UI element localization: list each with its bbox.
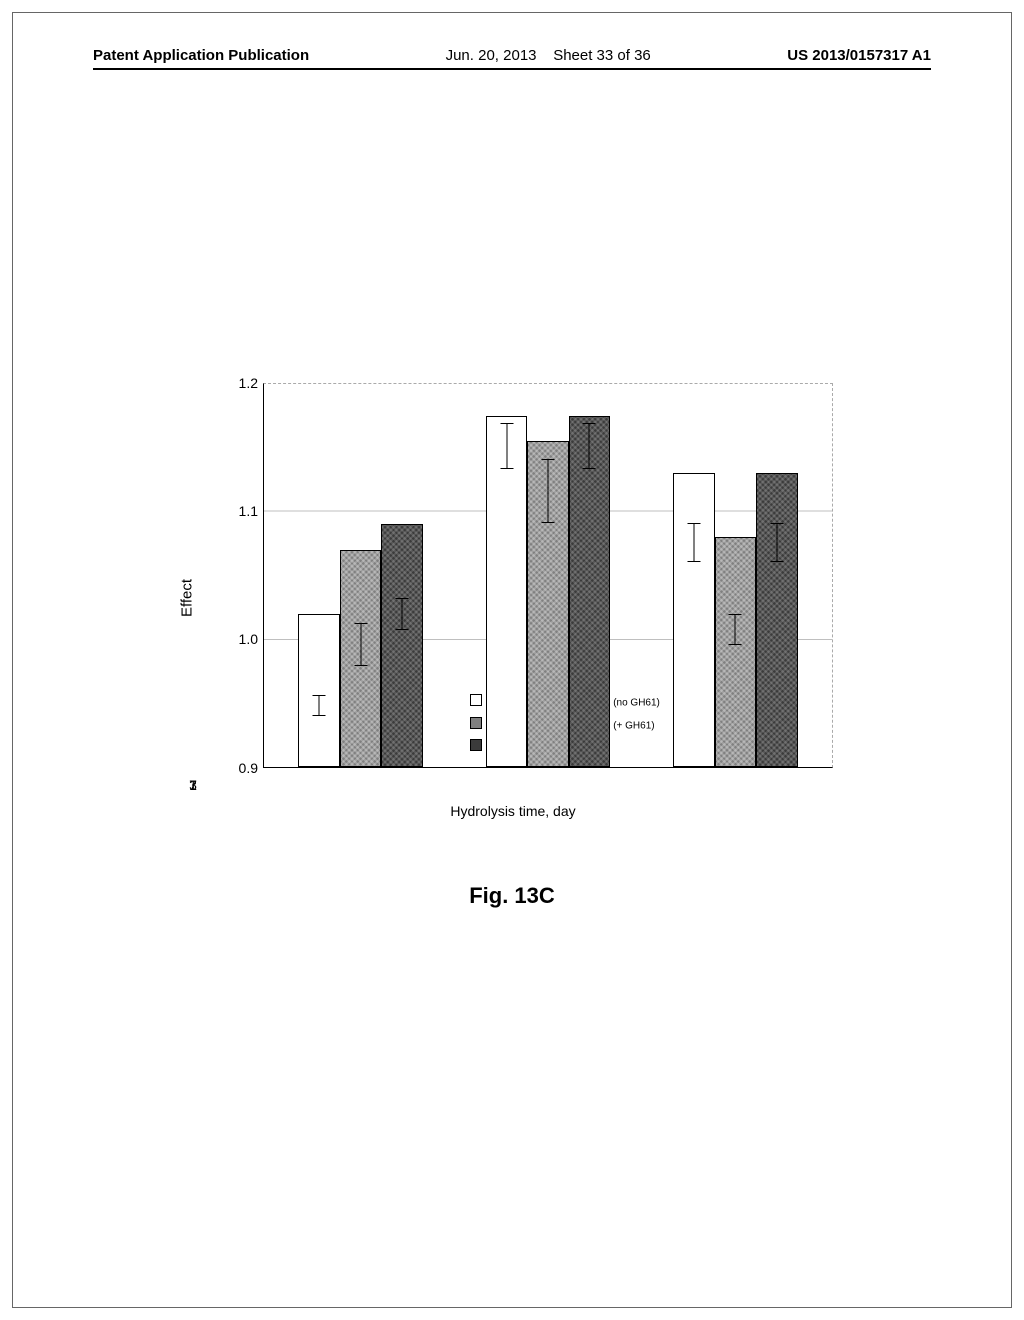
x-axis-title: Hydrolysis time, day bbox=[450, 803, 575, 819]
figure-caption: Fig. 13C bbox=[13, 883, 1011, 909]
header-date-sheet: Jun. 20, 2013 Sheet 33 of 36 bbox=[446, 47, 651, 64]
error-bar bbox=[735, 614, 736, 644]
legend-swatch-icon bbox=[470, 694, 482, 706]
header-date: Jun. 20, 2013 bbox=[446, 47, 537, 64]
bar bbox=[527, 441, 568, 767]
bar bbox=[673, 473, 714, 767]
x-tick-label: 7 bbox=[189, 777, 197, 793]
legend-swatch-icon bbox=[470, 739, 482, 751]
header-pub-type: Patent Application Publication bbox=[93, 47, 309, 64]
legend-sub: (no GH61) bbox=[613, 697, 660, 708]
error-bar bbox=[589, 423, 590, 470]
error-bar bbox=[506, 423, 507, 470]
header-pubno: US 2013/0157317 A1 bbox=[787, 47, 931, 64]
bar bbox=[715, 537, 756, 767]
plot-area: Dioxy compound effect (no GH61) Dioxy co… bbox=[263, 383, 833, 768]
error-bar bbox=[547, 459, 548, 524]
header-sheet: Sheet 33 of 36 bbox=[553, 47, 651, 64]
y-tick-label: 1.2 bbox=[218, 375, 258, 391]
error-bar bbox=[402, 598, 403, 630]
error-bar bbox=[693, 523, 694, 562]
legend-sub: (+ GH61) bbox=[613, 721, 654, 732]
y-tick-label: 1.1 bbox=[218, 503, 258, 519]
page: Patent Application Publication Jun. 20, … bbox=[12, 12, 1012, 1308]
error-bar bbox=[776, 523, 777, 562]
error-bar bbox=[360, 623, 361, 666]
bar bbox=[756, 473, 797, 767]
chart-fig-13c: Effect 1.2 1.1 1.0 0.9 Dioxy compound ef… bbox=[193, 383, 833, 813]
bar bbox=[340, 550, 381, 767]
legend-swatch-icon bbox=[470, 717, 482, 729]
error-bar bbox=[319, 695, 320, 715]
page-header: Patent Application Publication Jun. 20, … bbox=[93, 47, 931, 70]
bar bbox=[298, 614, 339, 767]
bar bbox=[486, 416, 527, 767]
y-tick-label: 0.9 bbox=[218, 760, 258, 776]
y-axis-title: Effect bbox=[179, 579, 196, 617]
y-tick-label: 1.0 bbox=[218, 631, 258, 647]
bar bbox=[569, 416, 610, 767]
bar bbox=[381, 524, 422, 767]
